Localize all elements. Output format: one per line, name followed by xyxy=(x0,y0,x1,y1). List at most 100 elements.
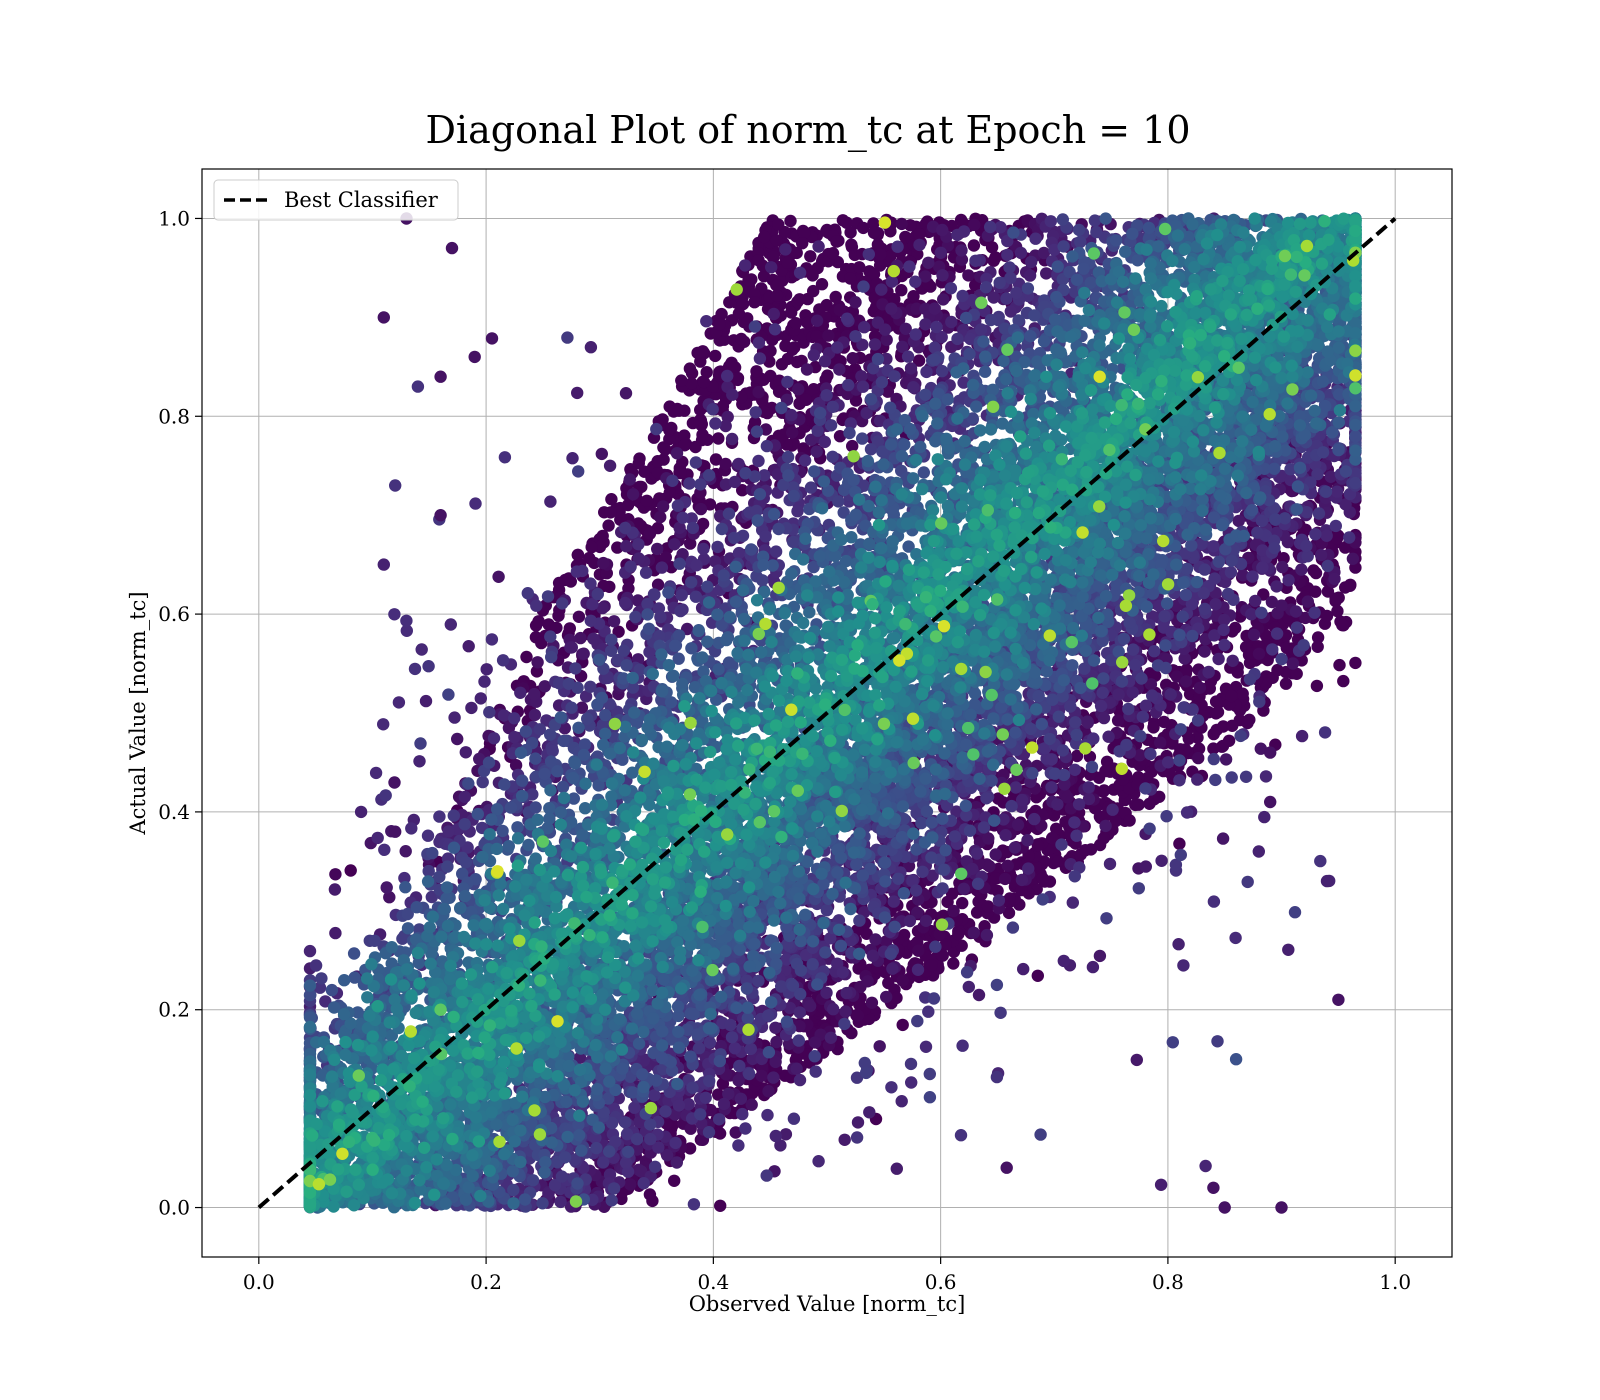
scatter-point xyxy=(709,349,722,363)
scatter-point xyxy=(1249,594,1262,608)
scatter-point xyxy=(1005,799,1018,813)
scatter-point xyxy=(1199,1159,1212,1173)
scatter-point xyxy=(721,369,734,383)
scatter-point xyxy=(619,1116,632,1129)
scatter-point xyxy=(807,349,820,362)
scatter-point xyxy=(706,403,719,416)
scatter-point xyxy=(572,610,586,623)
scatter-point xyxy=(1192,751,1205,765)
scatter-point xyxy=(725,1031,739,1044)
scatter-point xyxy=(419,694,433,708)
scatter-point xyxy=(1094,699,1108,713)
scatter-point xyxy=(1023,269,1037,282)
scatter-point xyxy=(379,789,392,802)
scatter-point xyxy=(719,419,732,433)
scatter-point xyxy=(544,495,557,508)
scatter-point xyxy=(809,1065,822,1078)
scatter-point xyxy=(845,238,858,251)
scatter-point xyxy=(1130,1053,1144,1067)
scatter-point xyxy=(1147,721,1160,734)
scatter-point xyxy=(1311,640,1324,653)
scatter-point xyxy=(907,381,920,394)
scatter-point xyxy=(697,376,711,389)
scatter-point xyxy=(967,926,980,939)
scatter-point xyxy=(1222,734,1236,747)
scatter-point xyxy=(465,701,478,715)
scatter-point xyxy=(607,615,621,628)
scatter-point xyxy=(1025,255,1038,269)
scatter-point xyxy=(974,323,988,336)
scatter-point xyxy=(1179,675,1193,688)
scatter-point xyxy=(1070,829,1083,842)
scatter-point xyxy=(885,302,898,315)
scatter-point xyxy=(1320,609,1334,623)
scatter-point xyxy=(628,1101,641,1114)
scatter-point xyxy=(584,614,597,627)
scatter-point xyxy=(520,650,533,664)
scatter-point xyxy=(962,980,975,994)
scatter-point xyxy=(734,1092,748,1106)
scatter-point xyxy=(935,364,949,378)
scatter-point xyxy=(810,314,824,327)
scatter-point xyxy=(822,329,835,342)
scatter-point xyxy=(1282,943,1295,956)
scatter-point xyxy=(1344,578,1357,591)
scatter-point xyxy=(637,1177,650,1190)
scatter-point xyxy=(749,406,762,419)
scatter-point xyxy=(1232,514,1245,528)
scatter-point xyxy=(670,1156,683,1169)
scatter-point xyxy=(1008,841,1022,854)
scatter-point xyxy=(672,404,686,417)
scatter-point xyxy=(1099,764,1112,778)
scatter-point xyxy=(458,790,471,804)
scatter-point xyxy=(459,746,472,759)
scatter-point xyxy=(685,377,698,390)
scatter-point xyxy=(967,239,981,252)
scatter-point xyxy=(1064,700,1077,713)
scatter-point xyxy=(1111,714,1125,727)
scatter-point xyxy=(378,843,391,856)
scatter-point xyxy=(806,269,819,282)
scatter-point xyxy=(905,1076,918,1089)
scatter-point xyxy=(866,949,880,962)
scatter-point xyxy=(1021,862,1035,875)
scatter-point xyxy=(768,323,782,336)
scatter-point xyxy=(1309,528,1322,541)
scatter-point xyxy=(659,1105,672,1118)
scatter-point xyxy=(896,1018,909,1032)
scatter-point xyxy=(793,266,807,279)
scatter-point xyxy=(868,338,882,351)
scatter-point xyxy=(1258,810,1271,824)
scatter-point xyxy=(570,565,584,578)
scatter-point xyxy=(329,926,342,940)
scatter-point xyxy=(1096,686,1109,699)
scatter-point xyxy=(851,1116,865,1129)
scatter-point xyxy=(826,450,839,463)
scatter-point xyxy=(725,432,739,446)
scatter-point xyxy=(1097,711,1111,725)
scatter-point xyxy=(800,393,813,406)
scatter-point xyxy=(388,608,401,621)
scatter-point xyxy=(597,1156,610,1169)
scatter-point xyxy=(977,821,991,834)
scatter-point xyxy=(686,416,700,430)
scatter-point xyxy=(850,1131,864,1144)
scatter-point xyxy=(1247,628,1261,641)
scatter-point xyxy=(752,454,765,468)
scatter-point xyxy=(885,275,899,288)
scatter-point xyxy=(1312,507,1326,520)
scatter-point xyxy=(761,1009,775,1022)
scatter-point xyxy=(683,362,697,375)
scatter-point xyxy=(954,1129,968,1142)
scatter-point xyxy=(919,914,933,927)
scatter-point xyxy=(792,1034,805,1047)
scatter-point xyxy=(1099,819,1112,833)
scatter-point xyxy=(736,1107,749,1121)
scatter-point xyxy=(1051,855,1065,868)
scatter-point xyxy=(838,1133,851,1147)
scatter-point xyxy=(672,1099,686,1112)
scatter-point xyxy=(1009,781,1022,794)
scatter-point xyxy=(994,1006,1007,1019)
scatter-point xyxy=(462,640,475,653)
scatter-point xyxy=(1236,687,1249,700)
